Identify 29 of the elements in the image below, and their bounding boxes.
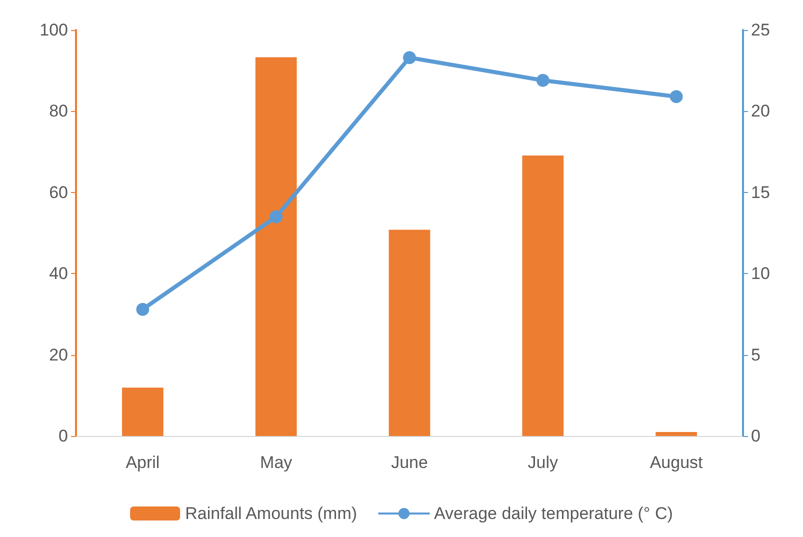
bar <box>522 155 564 436</box>
y2-tick-label: 10 <box>751 264 770 284</box>
point <box>136 302 150 316</box>
point <box>403 51 416 64</box>
x-tick-label: July <box>528 453 559 472</box>
point <box>536 74 550 87</box>
bar <box>255 57 297 436</box>
y2-tick-label: 0 <box>751 426 760 446</box>
point <box>670 90 683 104</box>
y-tick-label: 0 <box>58 426 68 446</box>
x-tick-label: August <box>650 453 704 472</box>
legend-label: Average daily temperature (° C) <box>434 504 673 523</box>
bar <box>656 432 697 436</box>
y2-tick-label: 5 <box>751 345 760 364</box>
x-tick-label: May <box>260 453 293 472</box>
y-tick-label: 80 <box>49 102 68 121</box>
y2-tick-label: 15 <box>751 182 770 202</box>
bar <box>122 388 164 436</box>
x-tick-label: June <box>391 453 428 472</box>
y-tick-label: 40 <box>49 264 68 284</box>
point <box>270 210 283 224</box>
y-tick-label: 60 <box>49 182 68 202</box>
y2-tick-label: 25 <box>751 20 770 40</box>
y2-tick-label: 20 <box>751 102 770 121</box>
legend-label: Rainfall Amounts (mm) <box>185 504 358 523</box>
bar <box>388 230 430 436</box>
x-tick-label: April <box>126 453 160 472</box>
y-tick-label: 100 <box>40 20 68 40</box>
y-tick-label: 20 <box>49 345 68 364</box>
